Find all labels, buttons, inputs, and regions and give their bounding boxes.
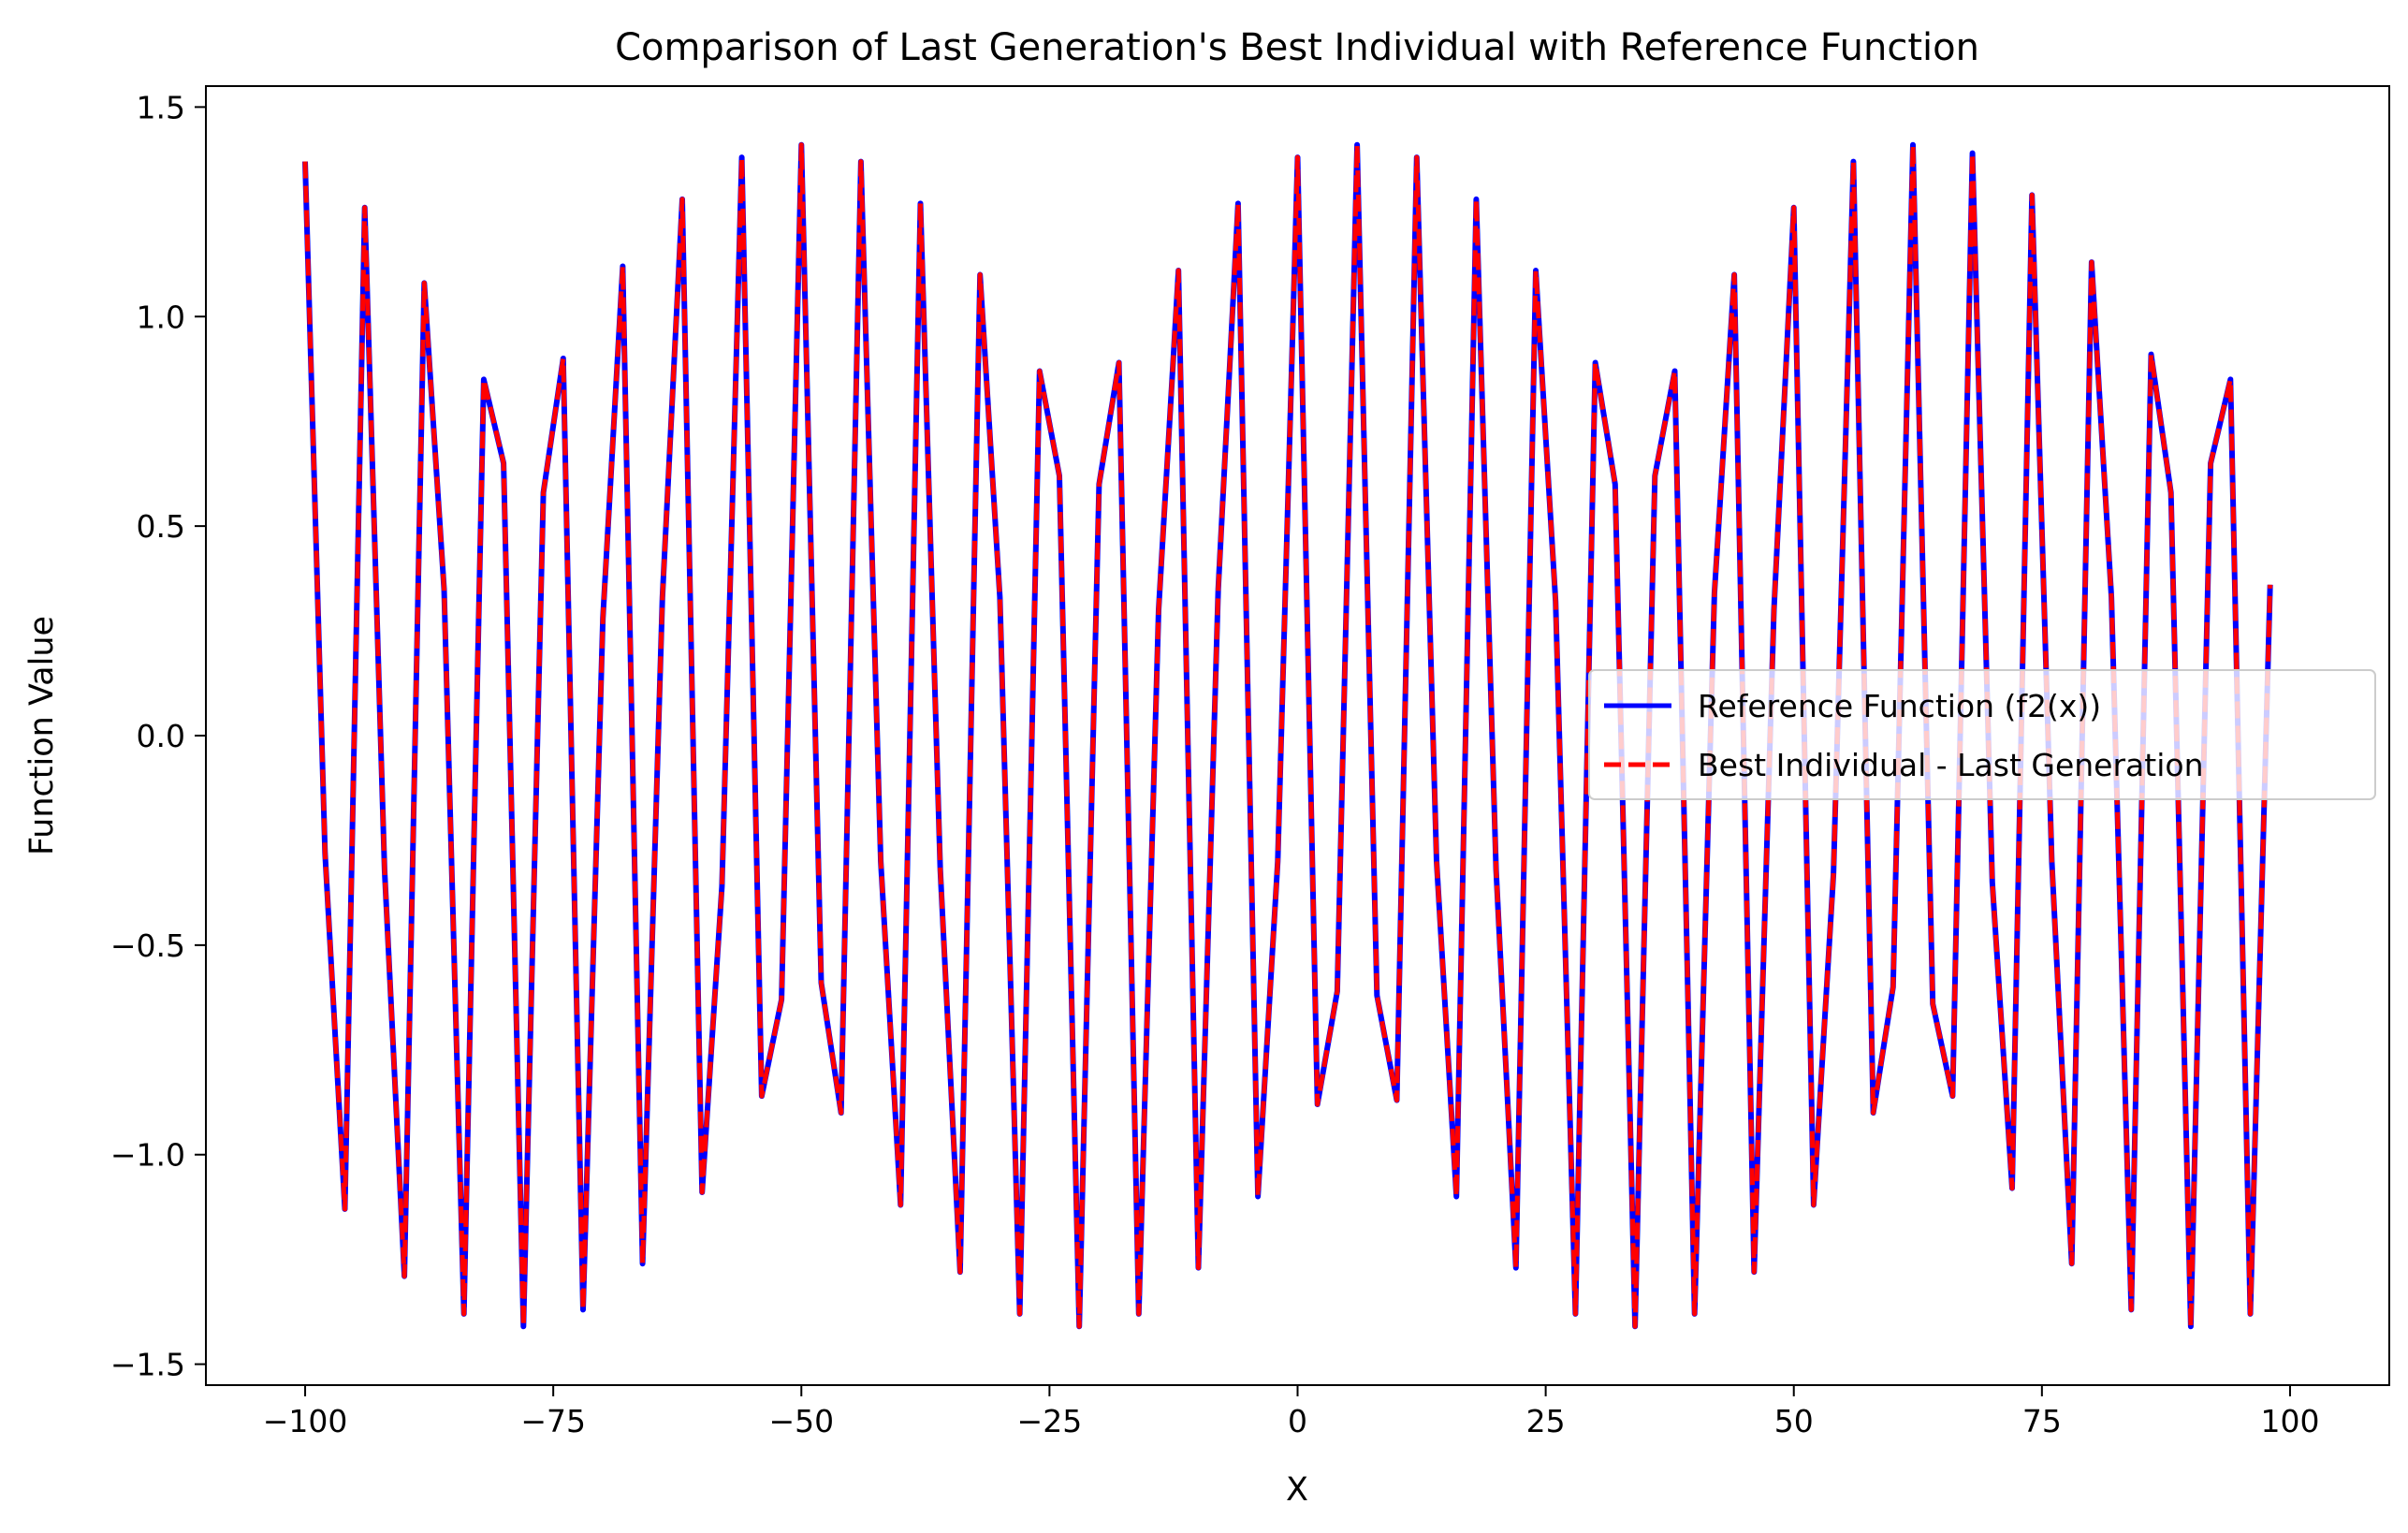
x-axis-label: X [1286,1471,1308,1509]
x-tick-label: −75 [520,1403,586,1439]
x-tick-label: 50 [1774,1403,1814,1439]
x-tick-label: 0 [1288,1403,1307,1439]
x-tick-label: −50 [768,1403,834,1439]
y-tick-label: 0.0 [137,718,185,754]
y-axis: −1.5 −1.0 −0.5 0.0 0.5 1.0 1.5 [110,89,206,1383]
x-tick-label: 100 [2260,1403,2319,1439]
x-tick-label: 25 [1526,1403,1566,1439]
chart-title: Comparison of Last Generation's Best Ind… [615,26,1979,69]
legend-box [1588,669,2376,800]
series-layer [302,141,2273,1330]
legend-label: Reference Function (f2(x)) [1698,688,2101,724]
x-axis: −100 −75 −50 −25 0 25 50 75 100 [263,1385,2319,1439]
series-line-2 [302,142,2273,1329]
x-tick-label: −25 [1017,1403,1083,1439]
y-tick-label: −0.5 [110,927,185,964]
x-tick-label: −100 [263,1403,348,1439]
y-axis-label: Function Value [23,616,61,855]
y-tick-label: 0.5 [137,508,185,545]
legend-label: Best Individual - Last Generation [1698,747,2204,783]
y-tick-label: −1.5 [110,1347,185,1383]
y-tick-label: 1.0 [137,299,185,335]
y-tick-label: 1.5 [137,89,185,125]
legend: Reference Function (f2(x)) Best Individua… [1588,669,2376,800]
x-tick-label: 75 [2022,1403,2062,1439]
y-tick-label: −1.0 [110,1137,185,1174]
